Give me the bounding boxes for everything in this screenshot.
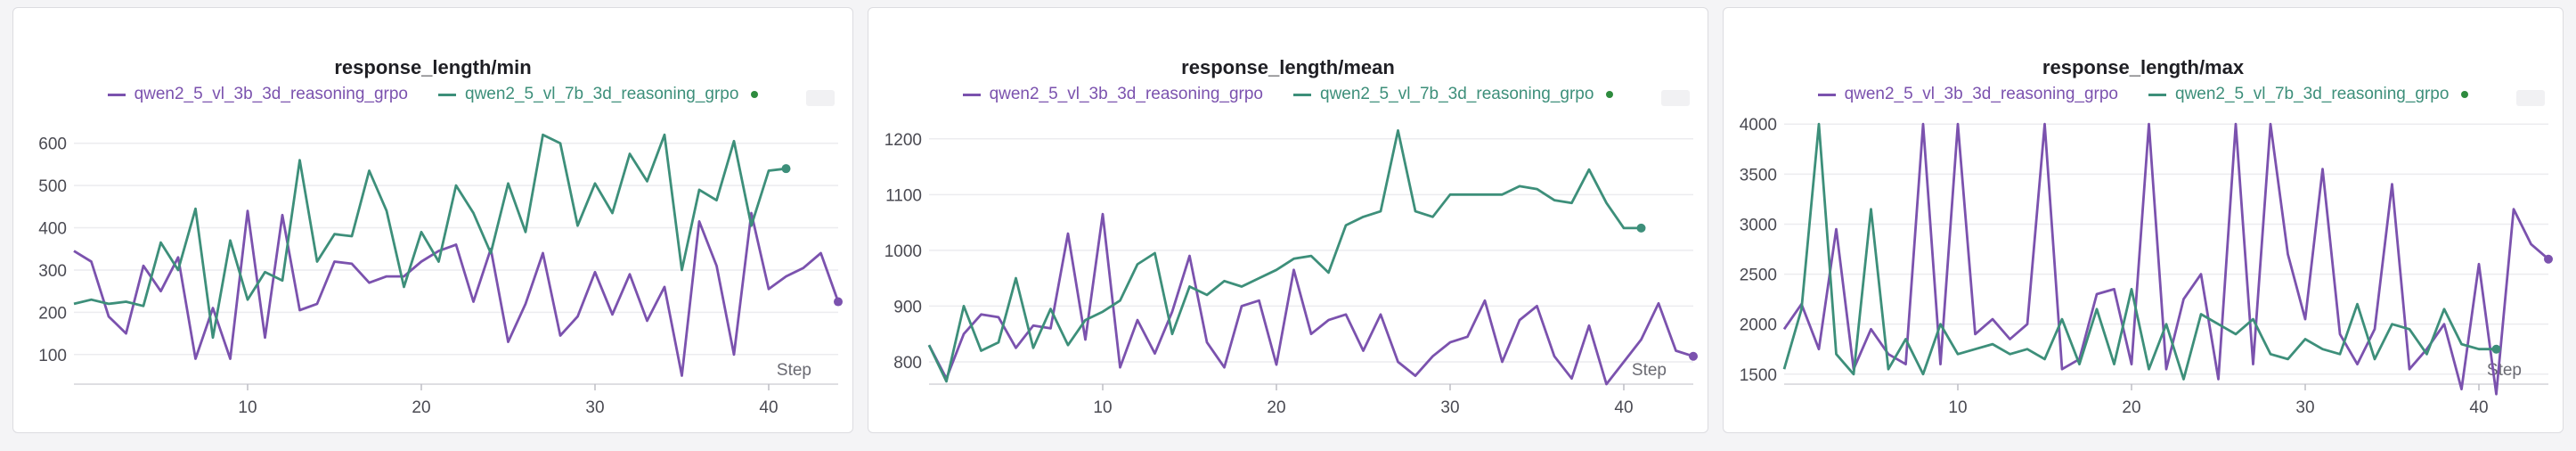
series-line-0[interactable] xyxy=(1782,122,2549,396)
x-tick-label: 40 xyxy=(2469,398,2488,417)
legend-active-dot-icon xyxy=(1606,91,1614,98)
x-axis-label: Step xyxy=(1632,361,1667,380)
y-tick-label: 3500 xyxy=(1740,166,1777,184)
x-tick-label: 40 xyxy=(759,398,778,417)
x-tick-label: 10 xyxy=(1948,398,1967,417)
legend-swatch-3b xyxy=(107,93,126,96)
y-tick-label: 200 xyxy=(38,304,67,323)
legend-swatch-3b xyxy=(1817,93,1836,96)
y-tick-label: 2000 xyxy=(1740,316,1777,335)
legend-menu-button[interactable] xyxy=(1661,90,1690,106)
y-tick-label: 1200 xyxy=(884,131,922,150)
y-tick-label: 1100 xyxy=(885,186,922,205)
y-tick-label: 600 xyxy=(38,135,67,154)
y-tick-label: 900 xyxy=(893,298,922,316)
chart-title: response_length/max xyxy=(2042,56,2245,78)
series-end-point xyxy=(1636,223,1646,233)
legend-item-3b[interactable]: qwen2_5_vl_3b_3d_reasoning_grpo xyxy=(1817,85,2118,104)
y-tick-label: 1000 xyxy=(884,242,922,261)
legend: qwen2_5_vl_3b_3d_reasoning_grpo qwen2_5_… xyxy=(13,85,852,104)
legend-menu-button[interactable] xyxy=(2516,90,2545,106)
legend-active-dot-icon xyxy=(2461,91,2469,98)
series-end-point xyxy=(1689,351,1698,361)
y-tick-label: 2500 xyxy=(1740,266,1777,285)
legend-item-7b[interactable]: qwen2_5_vl_7b_3d_reasoning_grpo xyxy=(1293,85,1614,104)
y-tick-label: 1500 xyxy=(1740,366,1777,385)
legend-swatch-3b xyxy=(962,93,981,96)
legend-active-dot-icon xyxy=(751,91,759,98)
legend: qwen2_5_vl_3b_3d_reasoning_grpo qwen2_5_… xyxy=(1724,85,2563,104)
legend-label-3b: qwen2_5_vl_3b_3d_reasoning_grpo xyxy=(989,85,1263,103)
chart-panel-min: 100 200 300 400 500 600 10 20 30 40 Step response_… xyxy=(12,7,853,433)
legend: qwen2_5_vl_3b_3d_reasoning_grpo qwen2_5_… xyxy=(868,85,1708,104)
series-end-point xyxy=(781,164,791,174)
chart-svg-mean: 800 900 1000 1100 1200 10 20 30 40 Step xyxy=(884,128,1698,417)
series-end-point xyxy=(2544,254,2553,264)
x-tick-label: 10 xyxy=(1093,398,1112,417)
series-end-point xyxy=(2491,344,2501,354)
y-tick-label: 800 xyxy=(893,354,922,373)
chart-title: response_length/mean xyxy=(1181,56,1395,78)
x-tick-label: 40 xyxy=(1614,398,1633,417)
chart-panel-max: 1500 2000 2500 3000 3500 4000 10 20 30 40 Step res… xyxy=(1723,7,2564,433)
y-tick-label: 4000 xyxy=(1740,116,1777,135)
legend-label-3b: qwen2_5_vl_3b_3d_reasoning_grpo xyxy=(1844,85,2118,103)
chart-svg-min: 100 200 300 400 500 600 10 20 30 40 Step xyxy=(38,133,843,417)
series-line-1[interactable] xyxy=(73,133,787,340)
y-tick-label: 3000 xyxy=(1740,216,1777,234)
legend-label-7b: qwen2_5_vl_7b_3d_reasoning_grpo xyxy=(1320,85,1594,103)
y-tick-label: 500 xyxy=(38,177,67,196)
chart-svg-max: 1500 2000 2500 3000 3500 4000 10 20 30 40 Step xyxy=(1740,116,2553,417)
series-line-1[interactable] xyxy=(1782,122,2497,381)
legend-item-3b[interactable]: qwen2_5_vl_3b_3d_reasoning_grpo xyxy=(962,85,1263,104)
chart-title: response_length/min xyxy=(334,56,532,78)
series-line-0[interactable] xyxy=(73,209,840,377)
series-line-0[interactable] xyxy=(927,212,1694,386)
x-tick-label: 30 xyxy=(585,398,604,417)
legend-label-7b: qwen2_5_vl_7b_3d_reasoning_grpo xyxy=(465,85,739,103)
legend-item-7b[interactable]: qwen2_5_vl_7b_3d_reasoning_grpo xyxy=(438,85,759,104)
y-tick-label: 400 xyxy=(38,220,67,239)
x-axis-label: Step xyxy=(777,361,811,380)
x-tick-label: 20 xyxy=(412,398,430,417)
legend-item-3b[interactable]: qwen2_5_vl_3b_3d_reasoning_grpo xyxy=(107,85,408,104)
legend-menu-button[interactable] xyxy=(806,90,835,106)
y-tick-label: 100 xyxy=(38,347,67,365)
legend-label-7b: qwen2_5_vl_7b_3d_reasoning_grpo xyxy=(2175,85,2450,103)
series-end-point xyxy=(834,297,843,307)
legend-swatch-7b xyxy=(1293,93,1311,96)
legend-label-3b: qwen2_5_vl_3b_3d_reasoning_grpo xyxy=(134,85,408,103)
x-tick-label: 30 xyxy=(1440,398,1459,417)
y-tick-label: 300 xyxy=(38,262,67,281)
legend-swatch-7b xyxy=(2148,93,2166,96)
chart-panel-mean: 800 900 1000 1100 1200 10 20 30 40 Step response_… xyxy=(868,7,1708,433)
x-axis-label: Step xyxy=(2487,361,2522,380)
x-tick-label: 20 xyxy=(2122,398,2140,417)
x-tick-label: 30 xyxy=(2295,398,2314,417)
x-tick-label: 20 xyxy=(1267,398,1285,417)
x-tick-label: 10 xyxy=(238,398,257,417)
series-line-1[interactable] xyxy=(927,128,1642,383)
legend-swatch-7b xyxy=(438,93,456,96)
legend-item-7b[interactable]: qwen2_5_vl_7b_3d_reasoning_grpo xyxy=(2148,85,2469,104)
